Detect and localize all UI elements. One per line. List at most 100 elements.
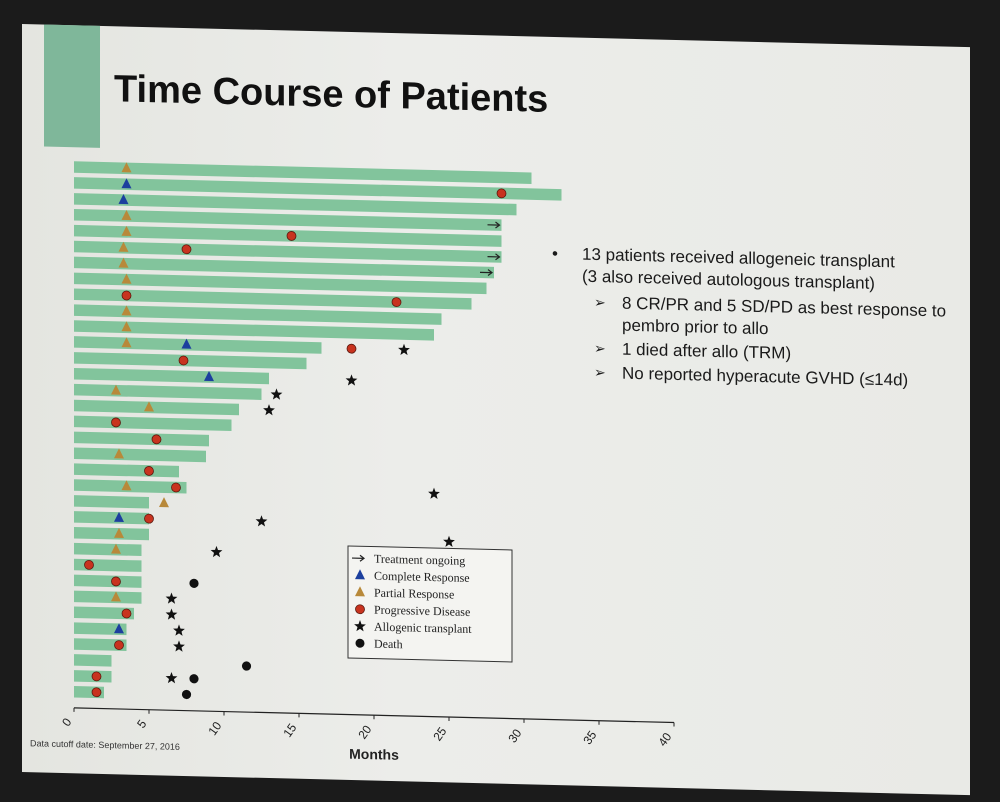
- legend-arrow-icon: [352, 554, 365, 562]
- legend-label: Partial Response: [374, 586, 454, 602]
- patient-bar: [74, 431, 209, 447]
- partial-response-marker: [121, 480, 132, 491]
- x-axis-line: [74, 707, 674, 724]
- patient-bar: [74, 654, 112, 667]
- patient-bar: [74, 574, 142, 588]
- patient-bar: [74, 463, 179, 478]
- legend-label: Allogenic transplant: [374, 620, 472, 636]
- partial-response-marker: [111, 591, 121, 602]
- patient-bar: [74, 177, 562, 201]
- patient-bar: [74, 367, 269, 385]
- allogenic-transplant-marker: [428, 487, 440, 499]
- complete-response-marker: [121, 178, 132, 189]
- treatment-ongoing-arrow: [480, 269, 493, 277]
- partial-response-marker: [114, 527, 124, 538]
- legend-death-icon: [355, 638, 365, 648]
- treatment-ongoing-arrow: [487, 221, 501, 229]
- patient-bar: [74, 415, 232, 432]
- allogenic-transplant-marker: [165, 608, 178, 620]
- legend-label: Death: [374, 637, 403, 652]
- progressive-disease-marker: [171, 482, 181, 493]
- x-tick-label: 10: [205, 719, 224, 738]
- x-tick-label: 25: [430, 724, 449, 743]
- partial-response-marker: [121, 210, 132, 221]
- patient-bar: [74, 526, 149, 541]
- progressive-disease-marker: [496, 188, 507, 199]
- x-tick-label: 20: [355, 722, 374, 741]
- complete-response-marker: [114, 511, 124, 523]
- patient-bar: [74, 558, 142, 572]
- x-tick-label: 5: [134, 717, 149, 731]
- legend-pr-icon: [355, 586, 365, 597]
- projected-slide: Time Course of Patients 13 patients rece…: [22, 24, 970, 796]
- complete-response-marker: [114, 623, 124, 634]
- patient-bar: [74, 638, 127, 652]
- partial-response-marker: [118, 257, 129, 268]
- patient-bar: [74, 622, 127, 636]
- treatment-ongoing-arrow: [487, 253, 501, 261]
- patient-bar: [74, 288, 472, 310]
- death-marker: [189, 578, 199, 588]
- progressive-disease-marker: [114, 640, 124, 651]
- swimmer-chart: 0 5 10 15 20 25 30 35 40 Months Treatment ongoingC…: [59, 161, 675, 763]
- progressive-disease-marker: [144, 513, 154, 524]
- progressive-disease-marker: [121, 608, 132, 619]
- progressive-disease-marker: [91, 687, 102, 698]
- partial-response-marker: [144, 401, 154, 412]
- progressive-disease-marker: [391, 297, 402, 308]
- allogenic-transplant-marker: [263, 404, 275, 416]
- progressive-disease-marker: [91, 671, 102, 682]
- progressive-disease-marker: [181, 244, 192, 255]
- legend-cr-icon: [355, 569, 365, 580]
- death-marker: [189, 674, 199, 684]
- patient-bar: [74, 479, 187, 494]
- allogenic-transplant-marker: [443, 535, 455, 548]
- progressive-disease-marker: [286, 231, 297, 241]
- patient-bar: [74, 161, 532, 184]
- patient-bar: [74, 447, 206, 463]
- legend-label: Treatment ongoing: [374, 552, 465, 568]
- patient-bar: [74, 320, 434, 341]
- patient-bar: [74, 240, 502, 263]
- allogenic-transplant-marker: [345, 374, 358, 386]
- complete-response-marker: [118, 194, 129, 205]
- patient-bar: [74, 193, 517, 216]
- x-tick-label: 0: [59, 715, 74, 729]
- partial-response-marker: [111, 384, 121, 395]
- progressive-disease-marker: [151, 434, 162, 445]
- progressive-disease-marker: [144, 466, 154, 476]
- partial-response-marker: [121, 337, 132, 348]
- patient-bar: [74, 272, 487, 295]
- allogenic-transplant-marker: [270, 388, 283, 400]
- legend-label: Complete Response: [374, 569, 470, 585]
- patient-bar: [74, 606, 134, 620]
- legend-star-icon: [354, 620, 366, 632]
- patient-bar: [74, 304, 442, 325]
- progressive-disease-marker: [111, 417, 121, 428]
- patient-bar: [74, 256, 494, 279]
- partial-response-marker: [118, 241, 129, 252]
- partial-response-marker: [121, 162, 132, 173]
- legend-label: Progressive Disease: [374, 603, 470, 619]
- patient-bar: [74, 399, 239, 416]
- complete-response-marker: [181, 338, 192, 349]
- progressive-disease-marker: [178, 355, 189, 366]
- complete-response-marker: [204, 371, 214, 382]
- patient-bar: [74, 542, 142, 557]
- x-axis-label: Months: [349, 746, 399, 763]
- allogenic-transplant-marker: [398, 343, 410, 356]
- legend-box: [347, 545, 513, 663]
- partial-response-marker: [121, 273, 132, 284]
- partial-response-marker: [111, 543, 121, 554]
- partial-response-marker: [121, 321, 132, 332]
- death-marker: [181, 689, 192, 700]
- patient-bar: [74, 495, 149, 509]
- patient-bar: [74, 336, 322, 354]
- patient-bar: [74, 352, 307, 370]
- patient-bar: [74, 208, 502, 231]
- partial-response-marker: [114, 448, 124, 459]
- x-tick-label: 40: [655, 730, 674, 749]
- patient-bar: [74, 383, 262, 400]
- allogenic-transplant-marker: [165, 671, 178, 684]
- progressive-disease-marker: [346, 343, 357, 354]
